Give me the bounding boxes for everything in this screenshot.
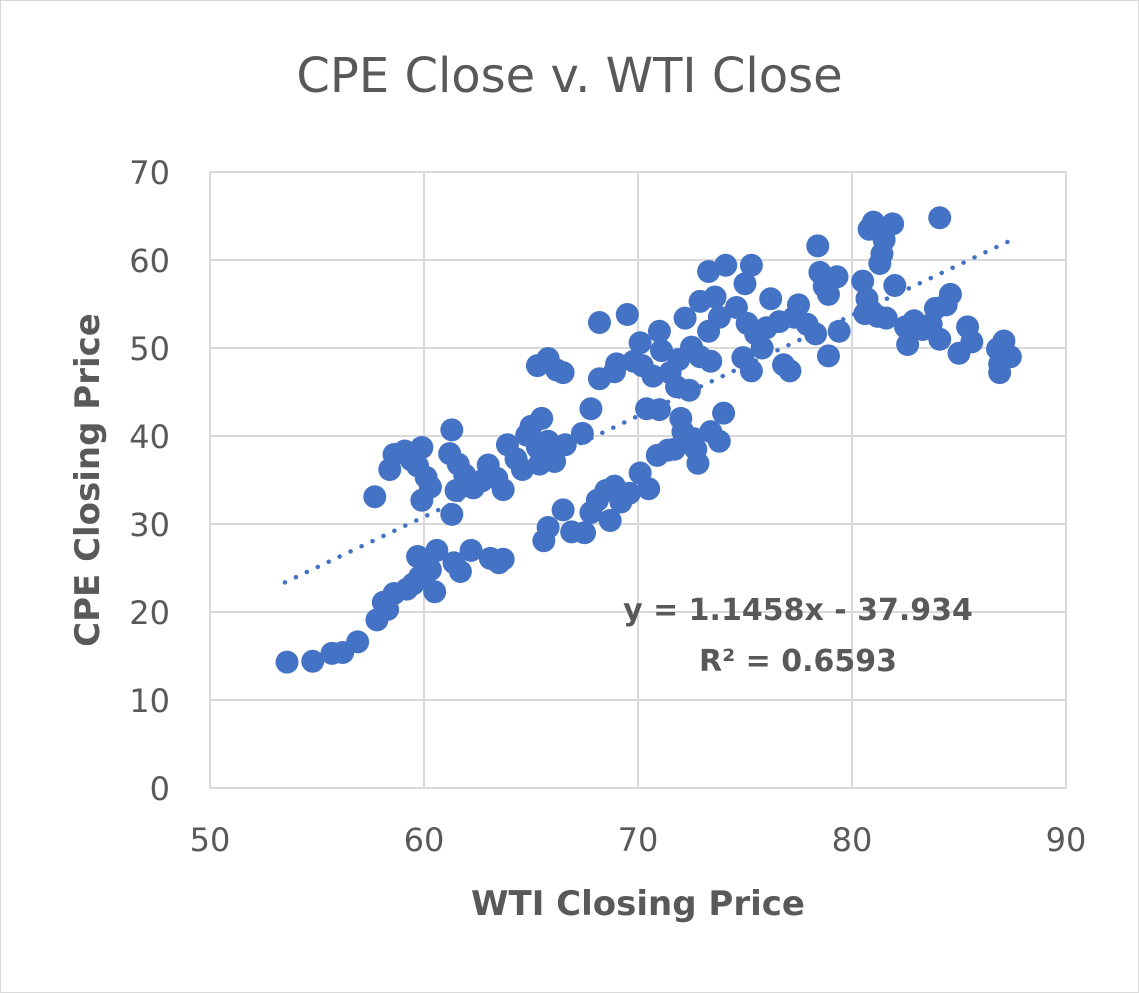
data-point <box>551 361 575 385</box>
y-tick-label: 40 <box>129 418 170 456</box>
data-point <box>816 344 840 368</box>
data-point <box>635 397 659 421</box>
y-tick-label: 30 <box>129 506 170 544</box>
trendline-layer <box>282 237 1015 585</box>
data-point <box>423 580 447 604</box>
data-point <box>960 330 984 354</box>
data-point <box>714 253 738 277</box>
data-point <box>641 364 665 388</box>
y-tick-label: 50 <box>129 330 170 368</box>
data-point <box>699 349 723 373</box>
x-axis-label: WTI Closing Price <box>471 884 805 924</box>
data-point <box>363 485 387 509</box>
chart-title: CPE Close v. WTI Close <box>296 48 843 104</box>
data-point <box>883 274 907 298</box>
data-point <box>587 310 611 334</box>
data-point <box>759 287 783 311</box>
data-point <box>778 359 802 383</box>
data-points <box>275 206 1022 674</box>
data-point <box>928 206 952 230</box>
data-point <box>827 319 851 343</box>
data-point <box>673 306 697 330</box>
data-point <box>579 397 603 421</box>
data-point <box>617 481 641 505</box>
data-point <box>750 336 774 360</box>
data-point <box>896 332 920 356</box>
data-point <box>418 558 442 582</box>
data-point <box>851 269 875 293</box>
x-tick-label: 90 <box>1046 821 1087 859</box>
data-point <box>656 438 680 462</box>
data-point <box>739 253 763 277</box>
data-point <box>825 265 849 289</box>
data-point <box>707 429 731 453</box>
data-point <box>650 339 674 363</box>
data-point <box>410 435 434 459</box>
data-point <box>440 418 464 442</box>
data-point <box>703 285 727 309</box>
data-point <box>605 352 629 376</box>
x-tick-label: 50 <box>190 821 231 859</box>
data-point <box>928 327 952 351</box>
data-point <box>874 306 898 330</box>
data-point <box>275 650 299 674</box>
data-point <box>346 630 370 654</box>
data-point <box>510 457 534 481</box>
data-point <box>707 305 731 329</box>
data-point <box>570 421 594 445</box>
data-point <box>536 429 560 453</box>
data-point <box>739 359 763 383</box>
data-point <box>410 488 434 512</box>
data-point <box>553 433 577 457</box>
y-tick-label: 60 <box>129 242 170 280</box>
data-point <box>861 210 885 234</box>
x-tick-labels: 50 60 70 80 90 <box>190 821 1087 859</box>
data-point <box>530 406 554 430</box>
data-point <box>491 547 515 571</box>
data-point <box>551 498 575 522</box>
trendline-r-squared: R² = 0.6593 <box>699 644 897 679</box>
data-point <box>459 538 483 562</box>
data-point <box>684 437 708 461</box>
data-point <box>870 242 894 266</box>
data-point <box>881 212 905 236</box>
data-point <box>440 502 464 526</box>
y-tick-label: 70 <box>129 154 170 192</box>
data-point <box>301 649 325 673</box>
data-point <box>733 272 757 296</box>
y-axis-label: CPE Closing Price <box>68 313 108 647</box>
data-point <box>536 516 560 540</box>
data-point <box>712 401 736 425</box>
y-tick-label: 20 <box>129 594 170 632</box>
data-point <box>573 521 596 545</box>
data-point <box>628 331 652 355</box>
data-point <box>647 319 671 343</box>
x-tick-label: 60 <box>404 821 445 859</box>
y-tick-label: 10 <box>129 682 170 720</box>
data-point <box>637 477 661 501</box>
data-point <box>806 234 830 258</box>
trendline-equation: y = 1.1458x - 37.934 <box>623 593 973 628</box>
data-point <box>598 508 622 532</box>
y-tick-labels: 0 10 20 30 40 50 60 70 <box>129 154 170 808</box>
data-point <box>816 282 840 306</box>
data-point <box>988 352 1012 376</box>
data-point <box>615 303 639 327</box>
data-point <box>491 478 515 502</box>
data-point <box>425 538 449 562</box>
data-point <box>787 293 810 317</box>
x-tick-label: 70 <box>618 821 659 859</box>
data-point <box>444 479 468 503</box>
data-point <box>804 322 828 346</box>
data-point <box>677 378 701 402</box>
data-point <box>448 560 472 584</box>
y-tick-label: 0 <box>150 770 170 808</box>
x-tick-label: 80 <box>832 821 873 859</box>
trendline <box>282 237 1015 585</box>
data-point <box>938 282 962 306</box>
